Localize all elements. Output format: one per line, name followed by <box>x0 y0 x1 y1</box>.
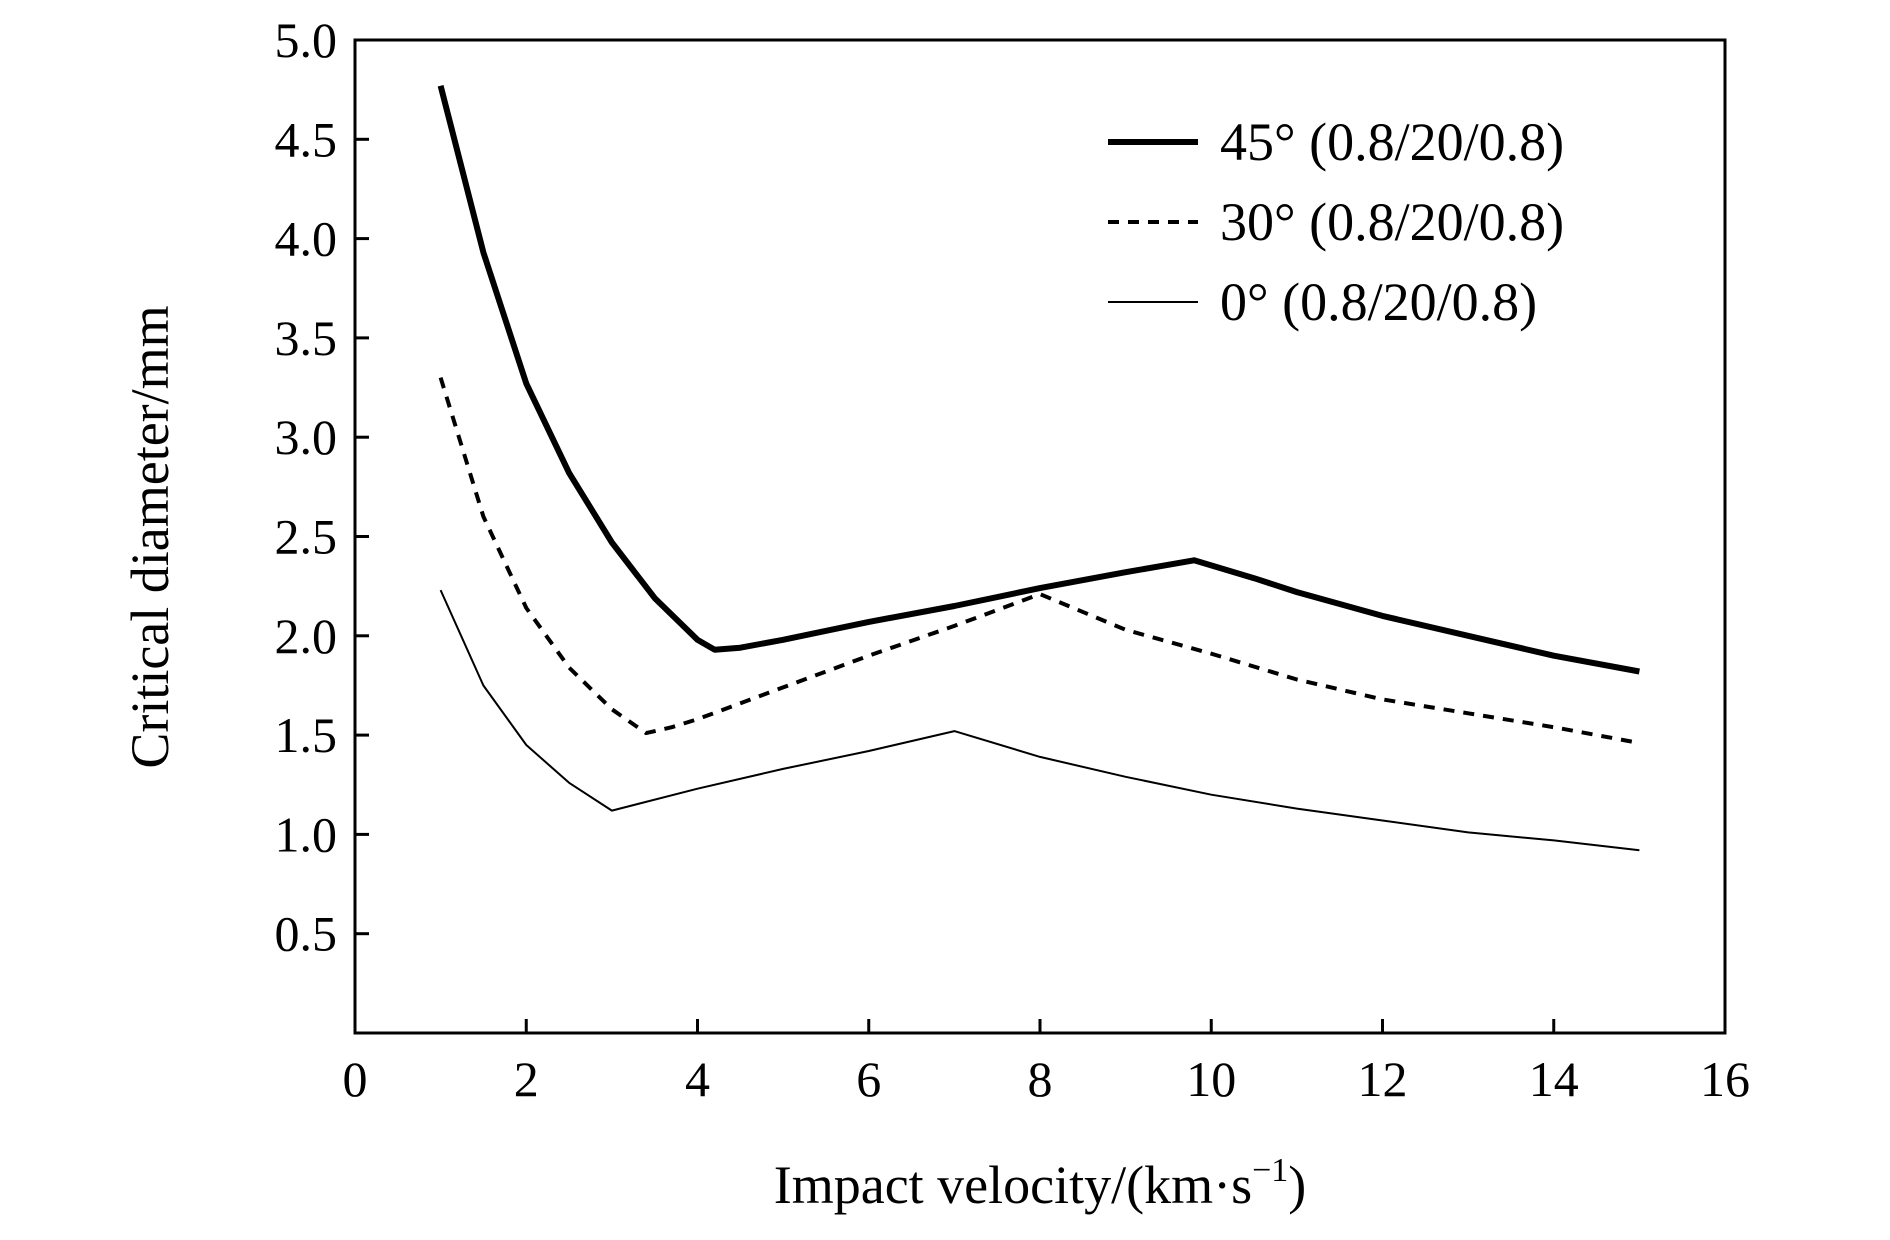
x-tick-label: 16 <box>1700 1051 1750 1107</box>
x-tick-label: 2 <box>514 1051 539 1107</box>
y-tick-label: 4.0 <box>275 211 338 267</box>
x-tick-label: 10 <box>1186 1051 1236 1107</box>
legend-label-0: 45° (0.8/20/0.8) <box>1220 112 1564 172</box>
series-layer <box>437 84 1640 852</box>
legend-label-1: 30° (0.8/20/0.8) <box>1220 192 1564 252</box>
x-axis-ticks: 0 2 4 6 8 10 12 14 16 <box>343 1019 1750 1107</box>
y-tick-label: 4.5 <box>275 111 338 167</box>
y-axis-ticks: 0.5 1.0 1.5 2.0 2.5 3.0 3.5 4.0 4.5 5.0 <box>275 12 369 962</box>
x-tick-label: 6 <box>856 1051 881 1107</box>
x-tick-label: 4 <box>685 1051 710 1107</box>
x-axis-label: Impact velocity/(km·s−1) <box>774 1152 1307 1215</box>
x-tick-label: 8 <box>1028 1051 1053 1107</box>
series-line-2 <box>439 589 1640 852</box>
y-tick-label: 1.0 <box>275 806 338 862</box>
y-tick-label: 0.5 <box>275 906 338 962</box>
series-line-1 <box>438 377 1640 745</box>
y-tick-label: 3.0 <box>275 409 338 465</box>
y-axis-label: Critical diameter/mm <box>120 305 180 768</box>
x-tick-label: 14 <box>1529 1051 1579 1107</box>
legend-label-2: 0° (0.8/20/0.8) <box>1220 272 1537 332</box>
y-tick-label: 5.0 <box>275 12 338 68</box>
x-axis-label-close: ) <box>1288 1155 1306 1215</box>
y-tick-label: 2.5 <box>275 509 338 565</box>
x-axis-label-main: Impact velocity/(km·s <box>774 1155 1252 1215</box>
x-tick-label: 12 <box>1358 1051 1408 1107</box>
plot-frame <box>353 38 1727 1035</box>
y-tick-label: 2.0 <box>275 608 338 664</box>
legend: 45° (0.8/20/0.8) 30° (0.8/20/0.8) 0° (0.8/… <box>1108 112 1564 332</box>
y-tick-label: 3.5 <box>275 310 338 366</box>
y-tick-label: 1.5 <box>275 707 338 763</box>
x-axis-label-superscript: −1 <box>1252 1152 1288 1189</box>
x-tick-label: 0 <box>343 1051 368 1107</box>
series-line-0 <box>437 84 1640 675</box>
